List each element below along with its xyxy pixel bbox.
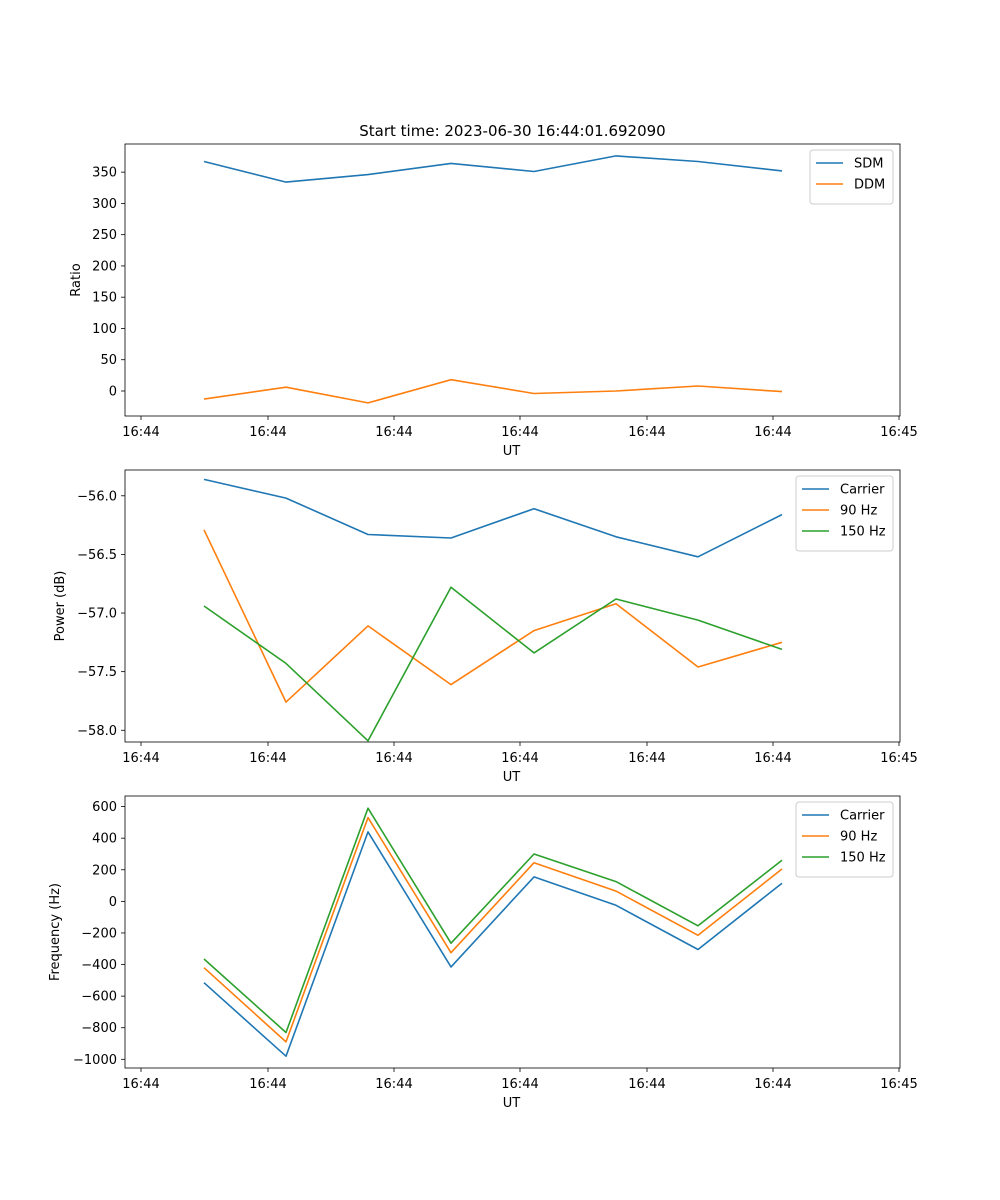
y-tick-label: 350 — [92, 166, 117, 181]
x-tick-label: 16:45 — [880, 751, 917, 766]
y-tick-label: −57.5 — [77, 665, 117, 680]
legend-label: 90 Hz — [840, 830, 877, 845]
y-axis-label: Ratio — [69, 263, 84, 296]
legend-label: SDM — [854, 157, 883, 172]
x-tick-label: 16:44 — [375, 751, 412, 766]
y-tick-label: 150 — [92, 291, 117, 306]
y-tick-label: −57.0 — [77, 607, 117, 622]
y-tick-label: 600 — [92, 800, 117, 815]
x-tick-label: 16:44 — [375, 1077, 412, 1092]
legend-label: 150 Hz — [840, 525, 886, 540]
legend-label: DDM — [854, 178, 885, 193]
x-tick-label: 16:44 — [249, 425, 286, 440]
x-tick-label: 16:45 — [880, 425, 917, 440]
x-axis-label: UT — [503, 444, 521, 459]
legend-box — [795, 475, 894, 552]
x-tick-label: 16:44 — [122, 751, 159, 766]
legend: SDM DDM — [809, 149, 894, 205]
panel-2: 16:44 16:44 16:44 16:44 16:44 16:44 16:45 −58.0… — [53, 469, 918, 785]
legend-label: Carrier — [840, 809, 885, 824]
y-tick-label: 200 — [92, 863, 117, 878]
series-line-carrier — [203, 831, 783, 1057]
y-tick-label: −58.0 — [77, 724, 117, 739]
x-tick-label: 16:45 — [880, 1077, 917, 1092]
series-line-sdm — [203, 155, 783, 183]
y-tick-label: 50 — [100, 353, 117, 368]
x-tick-label: 16:44 — [501, 751, 538, 766]
x-tick-label: 16:44 — [754, 751, 791, 766]
x-axis-label: UT — [503, 1096, 521, 1111]
y-tick-label: 100 — [92, 322, 117, 337]
x-tick-label: 16:44 — [122, 425, 159, 440]
axes-frame — [124, 143, 901, 417]
panel-3: 16:44 16:44 16:44 16:44 16:44 16:44 16:45 −1000… — [48, 795, 918, 1111]
y-tick-label: 0 — [109, 895, 117, 910]
x-tick-label: 16:44 — [501, 1077, 538, 1092]
y-tick-label: 300 — [92, 197, 117, 212]
chart-title: Start time: 2023-06-30 16:44:01.692090 — [359, 122, 665, 140]
legend-label: 90 Hz — [840, 504, 877, 519]
panel-1: 16:44 16:44 16:44 16:44 16:44 16:44 16:45 0 50 10… — [69, 122, 918, 459]
legend-box — [795, 801, 894, 878]
x-tick-label: 16:44 — [249, 751, 286, 766]
y-axis-label: Power (dB) — [53, 571, 68, 642]
x-tick-label: 16:44 — [122, 1077, 159, 1092]
legend: Carrier 90 Hz 150 Hz — [795, 475, 894, 552]
x-tick-label: 16:44 — [501, 425, 538, 440]
y-tick-label: −56.5 — [77, 548, 117, 563]
legend-label: Carrier — [840, 483, 885, 498]
x-tick-label: 16:44 — [754, 425, 791, 440]
series-line-carrier — [203, 478, 783, 558]
x-tick-label: 16:44 — [754, 1077, 791, 1092]
x-tick-label: 16:44 — [375, 425, 412, 440]
y-tick-label: 200 — [92, 259, 117, 274]
legend: Carrier 90 Hz 150 Hz — [795, 801, 894, 878]
x-tick-label: 16:44 — [628, 1077, 665, 1092]
y-tick-label: 250 — [92, 228, 117, 243]
x-tick-label: 16:44 — [628, 751, 665, 766]
axes-frame — [124, 469, 901, 743]
axes-frame — [124, 795, 901, 1069]
y-tick-label: −600 — [81, 990, 117, 1005]
series-line-150-hz — [203, 807, 783, 1034]
x-tick-label: 16:44 — [628, 425, 665, 440]
y-tick-label: −800 — [81, 1021, 117, 1036]
series-line-150-hz — [203, 586, 783, 742]
legend-label: 150 Hz — [840, 851, 886, 866]
series-line-90-hz — [203, 529, 783, 703]
y-tick-label: 400 — [92, 832, 117, 847]
y-tick-label: −1000 — [73, 1053, 117, 1068]
y-tick-label: −400 — [81, 958, 117, 973]
x-tick-label: 16:44 — [249, 1077, 286, 1092]
y-axis-label: Frequency (Hz) — [48, 883, 63, 981]
series-line-90-hz — [203, 816, 783, 1043]
y-tick-label: 0 — [109, 384, 117, 399]
y-tick-label: −56.0 — [77, 489, 117, 504]
y-tick-label: −200 — [81, 926, 117, 941]
series-line-ddm — [203, 378, 783, 404]
x-axis-label: UT — [503, 770, 521, 785]
